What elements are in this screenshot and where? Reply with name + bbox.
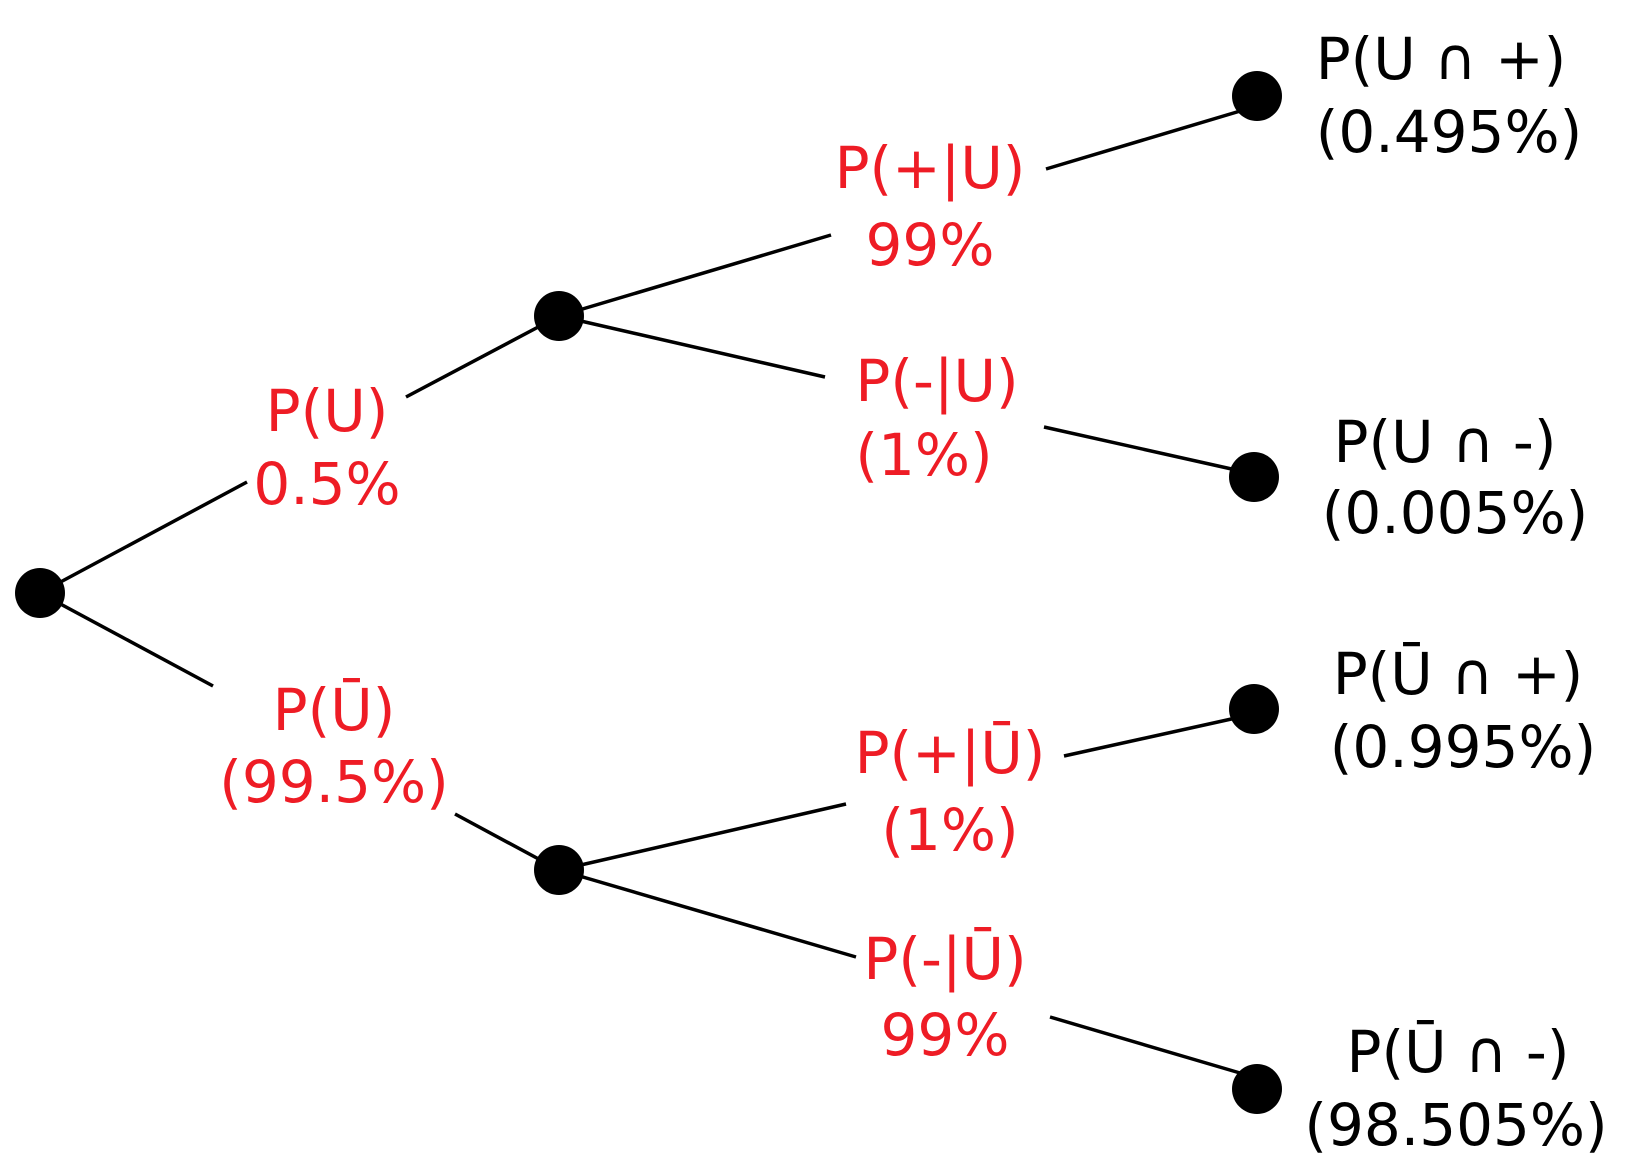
edge-u-to-pos-a [558,233,832,318]
branch-neg-given-u-prob: (1%) [855,421,992,489]
edge-root-to-u-b [405,314,560,399]
branch-pos-given-u-event: P(+|U) [835,134,1026,202]
edge-u-to-pos-b [1045,104,1258,171]
outcome-not-u-and-neg-prob: (98.505%) [1304,1091,1607,1159]
branch-pos-given-not-u-event: P(+|Ū) [855,719,1046,787]
branch-not-u-event: P(Ū) [273,676,396,744]
branch-not-u-prob: (99.5%) [219,748,449,816]
outcome-u-and-neg-prob: (0.005%) [1322,479,1588,547]
node-not-u [534,845,584,895]
edge-not-u-to-neg-a [558,868,857,959]
branch-neg-given-not-u-event: P(-|Ū) [863,925,1026,993]
node-u [534,291,584,341]
edge-root-to-u-a [39,480,248,595]
edge-not-u-to-pos-a [558,802,847,872]
branch-neg-given-u-event: P(-|U) [855,347,1018,415]
edge-u-to-neg-b [1043,425,1255,476]
branch-neg-given-not-u-prob: 99% [881,1001,1010,1069]
outcome-u-and-pos-event: P(U ∩ +) [1316,25,1567,93]
outcome-not-u-and-pos-event: P(Ū ∩ +) [1333,640,1584,708]
node-root [15,568,65,618]
branch-u-prob: 0.5% [253,450,400,518]
branch-pos-given-not-u-prob: (1%) [881,796,1018,864]
branch-pos-given-u-prob: 99% [866,211,995,279]
tree-nodes [15,71,1282,1114]
node-u-and-neg [1229,452,1279,502]
node-u-and-pos [1232,71,1282,121]
edge-u-to-neg-a [558,314,826,379]
edge-not-u-to-neg-b [1049,1015,1258,1080]
tree-edges [39,104,1258,1080]
node-not-u-and-neg [1232,1064,1282,1114]
branch-u-event: P(U) [266,377,389,445]
node-not-u-and-pos [1229,684,1279,734]
outcome-labels: P(U ∩ +) (0.495%) P(U ∩ -) (0.005%) P(Ū … [1304,25,1607,1159]
branch-labels: P(U) 0.5% P(Ū) (99.5%) P(+|U) 99% P(-|U)… [219,134,1045,1069]
edge-root-to-not-u-a [39,591,214,688]
outcome-u-and-neg-event: P(U ∩ -) [1334,408,1557,476]
outcome-not-u-and-pos-prob: (0.995%) [1330,713,1596,781]
outcome-not-u-and-neg-event: P(Ū ∩ -) [1347,1018,1570,1086]
outcome-u-and-pos-prob: (0.495%) [1316,98,1582,166]
edge-not-u-to-pos-b [1063,712,1255,758]
